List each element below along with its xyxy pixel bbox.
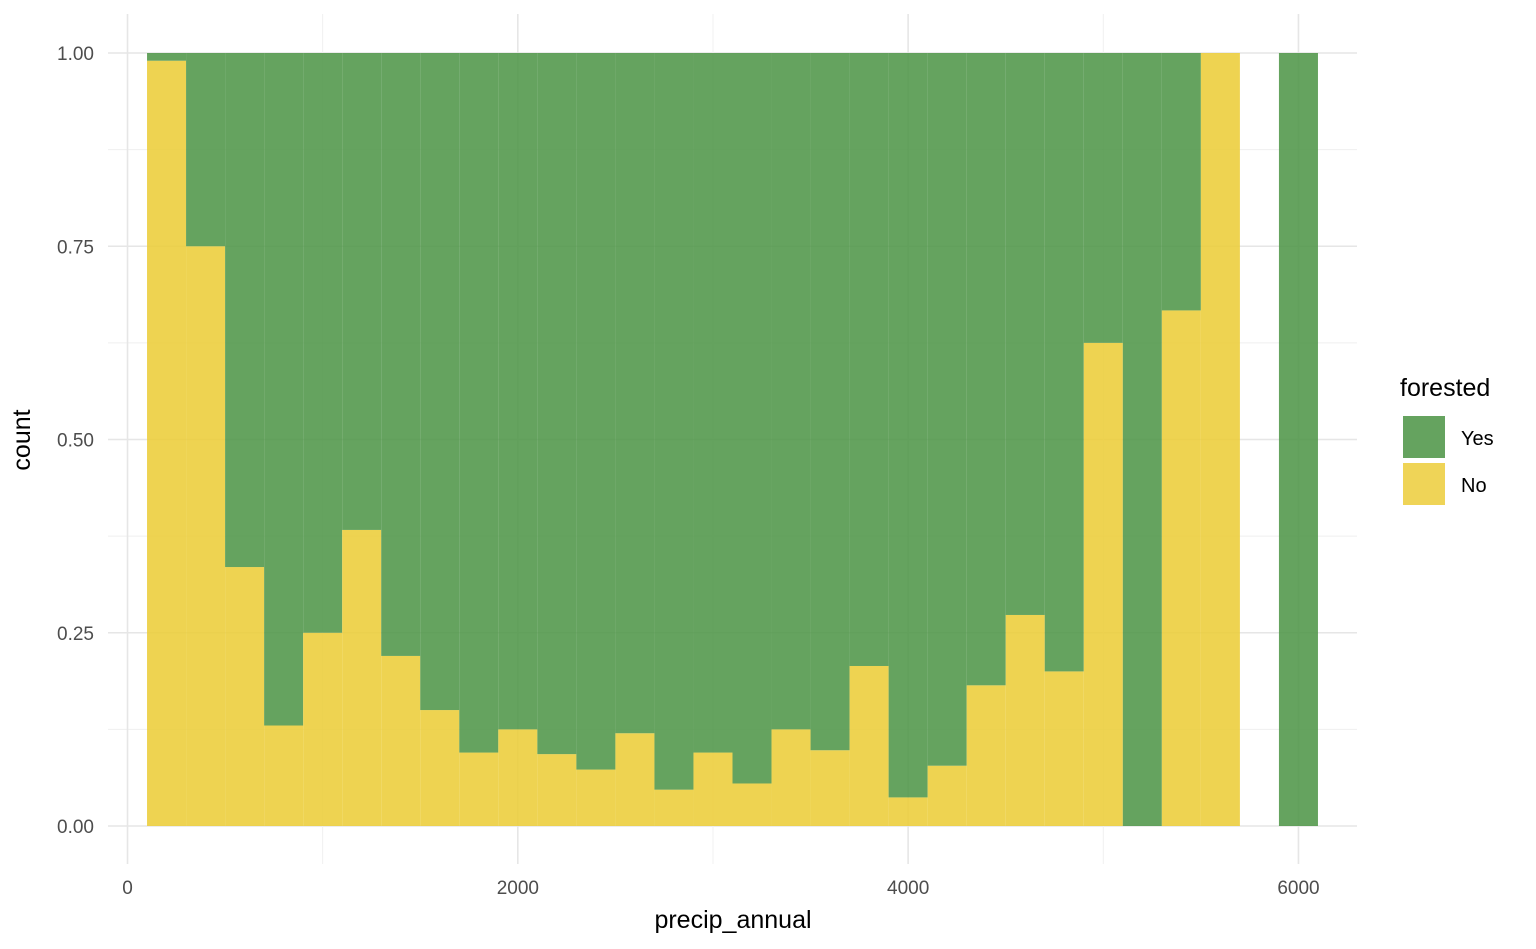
axes: 0.00 0.25 0.50 0.75 1.00 0 2000 4000 6000 <box>57 44 1320 899</box>
bar-yes <box>537 53 577 755</box>
y-tick-label: 1.00 <box>57 44 94 65</box>
x-tick-label: 0 <box>122 878 133 899</box>
bar-yes <box>420 53 460 711</box>
bar-yes <box>849 53 889 666</box>
x-tick-label: 2000 <box>497 878 539 899</box>
histogram-bars <box>147 53 1318 827</box>
bar-no <box>420 710 460 826</box>
bar-yes <box>693 53 733 753</box>
bar-yes <box>225 53 265 568</box>
bar-yes <box>264 53 304 726</box>
bar-yes <box>381 53 421 656</box>
bar-yes <box>966 53 1006 686</box>
y-tick-label: 0.00 <box>57 817 94 838</box>
y-tick-label: 0.75 <box>57 237 94 258</box>
legend-swatch-yes <box>1403 416 1445 458</box>
bar-yes <box>771 53 811 730</box>
bar-yes <box>1161 53 1201 311</box>
bar-no <box>1044 671 1084 826</box>
bar-yes <box>303 53 343 633</box>
bar-no <box>576 769 616 826</box>
bar-no <box>654 789 694 826</box>
bar-yes <box>615 53 655 734</box>
bar-no <box>264 725 304 826</box>
bar-no <box>927 765 967 826</box>
bar-no <box>459 752 499 826</box>
bar-no <box>1083 342 1123 826</box>
bar-yes <box>927 53 967 766</box>
bar-no <box>693 752 733 826</box>
bar-yes <box>732 53 772 784</box>
bar-yes <box>498 53 538 730</box>
bar-yes <box>1044 53 1084 672</box>
bar-no <box>849 665 889 826</box>
bar-no <box>615 733 655 826</box>
bar-yes <box>576 53 616 770</box>
x-axis-title: precip_annual <box>654 906 811 934</box>
bar-yes <box>342 53 382 530</box>
bar-no <box>225 567 265 826</box>
bar-yes <box>459 53 499 753</box>
bar-no <box>381 655 421 826</box>
bar-yes <box>147 53 187 61</box>
bar-no <box>966 685 1006 826</box>
y-tick-label: 0.25 <box>57 624 94 645</box>
bar-no <box>147 60 187 827</box>
bar-no <box>186 246 226 826</box>
bar-no <box>732 783 772 826</box>
bar-yes <box>810 53 850 751</box>
y-axis-title: count <box>8 409 36 470</box>
bar-yes <box>888 53 928 798</box>
bar-yes <box>1122 53 1162 826</box>
bar-no <box>498 729 538 826</box>
bar-no <box>537 754 577 826</box>
legend-title: forested <box>1400 374 1490 402</box>
legend-label-yes: Yes <box>1461 428 1494 450</box>
bar-no <box>342 529 382 826</box>
x-tick-label: 4000 <box>887 878 929 899</box>
bar-yes <box>186 53 226 247</box>
bar-no <box>303 632 343 826</box>
x-tick-label: 6000 <box>1277 878 1319 899</box>
bar-no <box>771 729 811 826</box>
legend-label-no: No <box>1461 475 1487 497</box>
bar-no <box>810 750 850 826</box>
legend-swatch-no <box>1403 463 1445 505</box>
bar-yes <box>1005 53 1045 615</box>
bar-no <box>1161 310 1201 826</box>
bar-yes <box>654 53 694 790</box>
bar-yes <box>1083 53 1123 343</box>
legend: forested Yes No <box>1400 374 1494 505</box>
bar-no <box>888 797 928 826</box>
bar-yes <box>1278 53 1318 826</box>
bar-no <box>1005 614 1045 826</box>
y-tick-label: 0.50 <box>57 431 94 452</box>
bar-no <box>1200 53 1240 826</box>
